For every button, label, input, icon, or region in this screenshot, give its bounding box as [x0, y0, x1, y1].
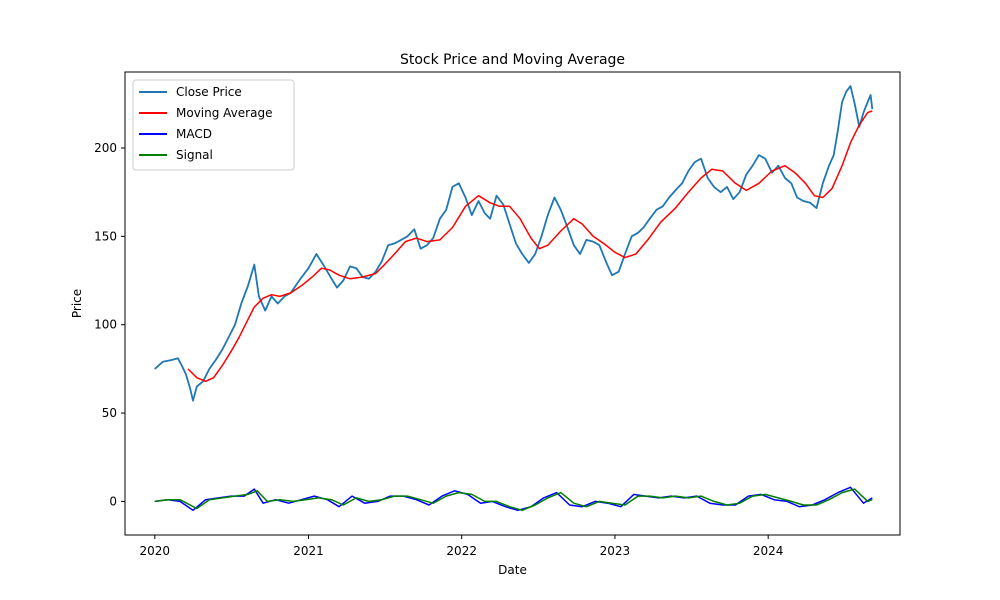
- x-tick-label: 2021: [293, 544, 324, 558]
- series-layer: [154, 85, 874, 512]
- x-tick-label: 2022: [446, 544, 477, 558]
- y-tick-label: 200: [94, 141, 117, 155]
- ticks-layer: 2020 2021 2022 2023 2024 0 50 100 150 200: [94, 141, 783, 558]
- legend-label-close-price: Close Price: [176, 85, 242, 99]
- legend-label-signal: Signal: [176, 148, 213, 162]
- x-tick-label: 2020: [140, 544, 171, 558]
- legend-box: [132, 79, 295, 171]
- series-line-moving-average: [187, 110, 873, 383]
- y-axis-label: Price: [70, 289, 84, 318]
- chart-title: Stock Price and Moving Average: [400, 52, 625, 68]
- y-tick-label: 0: [109, 494, 117, 508]
- y-tick-label: 50: [102, 406, 117, 420]
- x-tick-label: 2024: [753, 544, 784, 558]
- legend-label-moving-average: Moving Average: [176, 106, 272, 120]
- legend: Close Price Moving Average MACD Signal: [132, 79, 295, 171]
- x-axis-label: Date: [498, 563, 527, 577]
- x-tick-label: 2023: [600, 544, 631, 558]
- y-tick-label: 100: [94, 318, 117, 332]
- plot-frame: [124, 71, 901, 536]
- series-line-signal: [154, 488, 873, 512]
- y-tick-label: 150: [94, 229, 117, 243]
- legend-label-macd: MACD: [176, 127, 212, 141]
